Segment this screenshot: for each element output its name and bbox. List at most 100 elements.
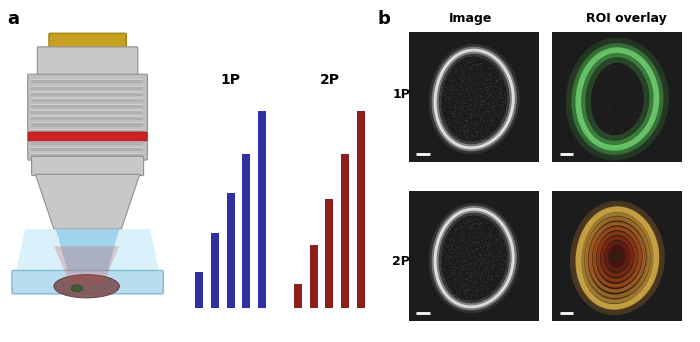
Point [601,128,612,134]
Point [609,115,620,120]
Point [497,120,508,126]
Point [630,123,641,128]
Point [469,280,480,286]
Point [606,63,617,68]
Point [498,284,509,289]
Point [594,131,605,136]
Point [465,272,476,277]
Point [436,233,447,238]
Point [461,127,472,132]
Point [477,240,489,246]
Point [612,105,623,111]
Point [499,260,510,265]
Point [624,67,636,72]
FancyBboxPatch shape [49,33,126,51]
Point [489,262,500,268]
Point [468,89,480,95]
Point [482,272,493,277]
Point [466,248,477,253]
Point [601,98,612,104]
Point [447,238,458,244]
Point [628,74,639,79]
Point [462,239,473,244]
Point [475,97,486,103]
Point [601,62,612,67]
Point [494,235,505,240]
Point [484,102,495,107]
Point [468,134,479,139]
Point [482,111,493,117]
Point [496,226,507,232]
Point [474,91,485,97]
Point [455,224,466,230]
Point [495,80,506,86]
Point [632,67,643,73]
Point [498,70,510,75]
Point [467,279,478,285]
Point [452,85,463,91]
Point [453,132,464,138]
Ellipse shape [581,214,653,302]
Point [497,107,508,113]
Point [630,94,641,99]
Point [476,297,487,302]
Point [444,225,456,231]
Bar [326,199,333,308]
Point [458,127,469,133]
Bar [31,129,144,133]
Point [593,89,604,94]
Point [484,264,496,269]
Point [470,254,481,260]
Point [447,76,458,81]
Point [627,125,638,131]
Point [596,83,608,88]
Point [441,122,452,128]
Point [489,292,500,298]
Point [631,107,643,113]
Point [452,98,463,103]
Point [633,132,644,137]
Point [626,96,638,102]
Point [601,87,612,92]
Point [624,121,636,127]
Point [480,263,491,269]
Point [483,65,494,71]
Point [477,257,489,262]
Point [620,59,631,64]
Point [613,113,624,118]
Point [623,97,634,102]
Point [618,53,629,59]
Point [485,65,496,70]
Point [485,274,496,279]
Point [458,128,470,134]
Point [484,293,496,298]
Point [466,111,477,116]
Point [459,141,470,146]
Point [438,91,449,97]
Point [603,129,615,134]
Point [620,57,631,63]
Point [612,52,624,58]
Point [435,107,447,113]
Point [494,118,505,123]
Point [483,258,494,263]
Point [480,108,491,113]
Point [438,242,449,247]
Point [617,111,629,117]
Point [472,300,483,305]
Point [584,110,596,116]
Point [479,117,490,123]
Point [468,266,479,271]
Point [486,92,497,97]
Point [490,84,501,90]
Point [629,72,641,78]
Point [486,69,497,75]
Point [603,107,615,113]
Point [461,97,472,102]
Point [615,80,626,86]
Point [581,105,592,110]
Point [454,270,466,275]
Point [486,228,497,234]
Point [458,80,470,85]
Point [496,87,507,93]
